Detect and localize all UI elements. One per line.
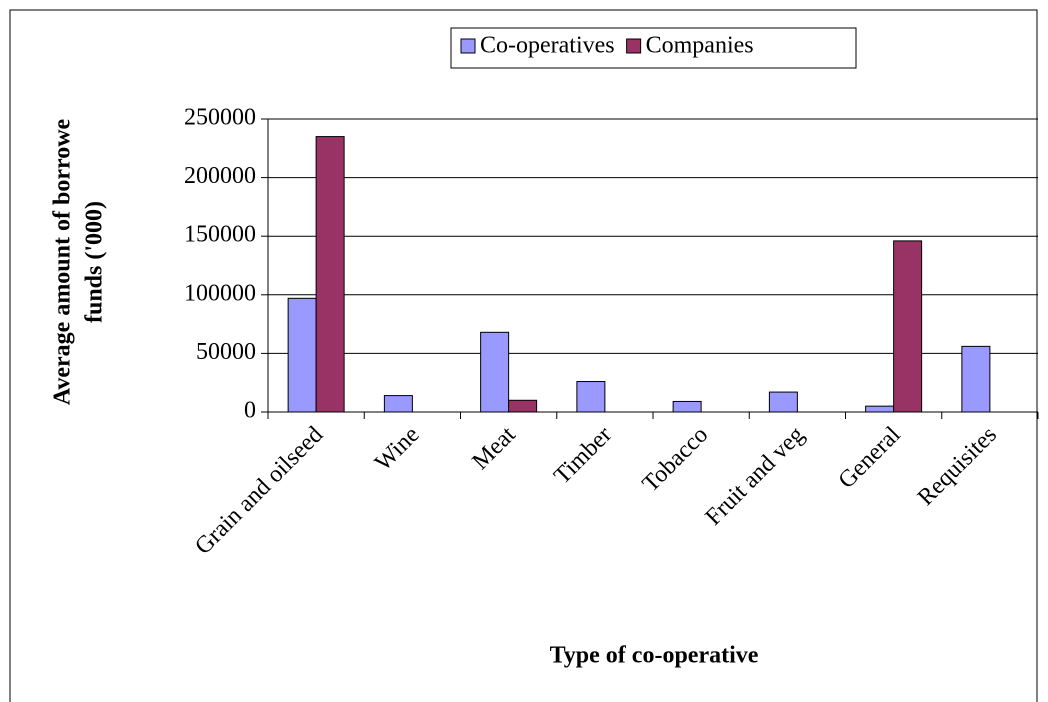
y-axis-label: Average amount of borrowe [50,118,76,405]
y-axis-label-group: Average amount of borrowe funds ('000) [50,118,108,405]
legend-label: Co-operatives [480,33,615,59]
legend-box [450,27,857,69]
legend-label: Companies [646,33,754,59]
y-tick-label: 250000 [184,105,256,131]
bar [508,399,538,413]
y-tick-label: 0 [244,398,256,424]
x-axis-label: Type of co-operative [550,643,759,669]
legend: Co-operatives Companies [450,27,857,69]
y-tick-label: 50000 [196,339,256,365]
y-tick-label: 100000 [184,280,256,306]
bar [768,391,798,413]
bar [480,331,510,413]
bar [893,240,923,413]
bar [287,297,317,413]
legend-swatch [460,38,476,54]
y-axis-label: funds ('000) [82,201,108,323]
bar [383,395,413,413]
bar [865,405,895,413]
chart-border [9,9,1038,702]
bar [961,345,991,413]
bar [672,400,702,413]
bar [576,381,606,413]
bar [315,136,345,413]
y-tick-label: 150000 [184,222,256,248]
y-tick-label: 200000 [184,163,256,189]
legend-swatch [626,38,642,54]
